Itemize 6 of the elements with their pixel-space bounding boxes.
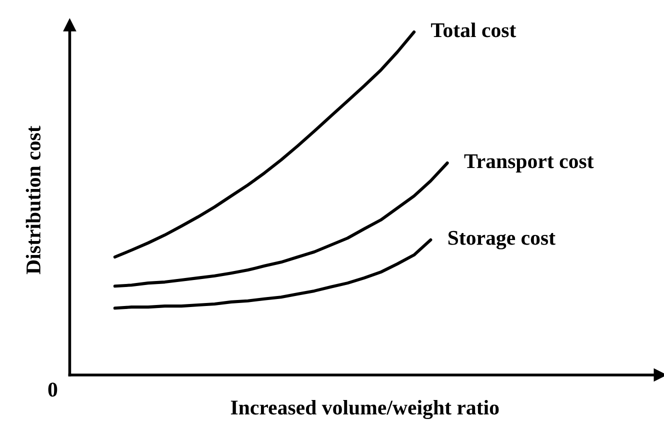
x-axis-title: Increased volume/weight ratio xyxy=(230,400,499,420)
series-label: Total cost xyxy=(431,22,516,38)
series-label: Transport cost xyxy=(464,154,594,172)
y-axis-title: Distribution cost xyxy=(26,126,41,274)
series-label: Storage cost xyxy=(448,230,556,250)
text: 0 xyxy=(48,382,58,397)
